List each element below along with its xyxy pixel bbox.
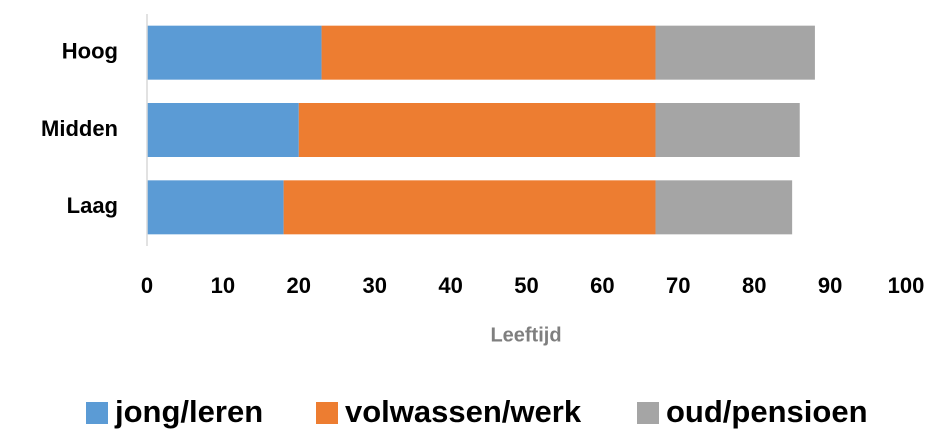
- x-tick-label: 30: [362, 273, 386, 298]
- x-tick-label: 60: [590, 273, 614, 298]
- y-tick-label: Hoog: [62, 38, 118, 63]
- x-tick-label: 50: [514, 273, 538, 298]
- x-tick-label: 90: [818, 273, 842, 298]
- bar-segment: [298, 103, 656, 157]
- bar-segment: [147, 103, 299, 157]
- x-tick-label: 80: [742, 273, 766, 298]
- x-tick-label: 20: [287, 273, 311, 298]
- x-tick-label: 10: [211, 273, 235, 298]
- legend-label: volwassen/werk: [345, 394, 582, 429]
- bar-segment: [147, 25, 322, 80]
- x-tick-label: 100: [888, 273, 925, 298]
- bar-segment: [321, 25, 656, 80]
- bar-segment: [655, 103, 800, 157]
- y-tick-label: Laag: [67, 193, 118, 218]
- x-tick-label: 70: [666, 273, 690, 298]
- bar-segment: [147, 180, 284, 235]
- bar-segment: [655, 25, 815, 80]
- bar-segment: [655, 180, 793, 235]
- x-tick-label: 40: [438, 273, 462, 298]
- legend-swatch: [316, 402, 338, 424]
- legend-label: oud/pensioen: [666, 394, 868, 429]
- legend-label: jong/leren: [114, 394, 263, 429]
- x-tick-label: 0: [141, 273, 153, 298]
- bar-segment: [283, 180, 656, 235]
- legend-swatch: [86, 402, 108, 424]
- legend-swatch: [637, 402, 659, 424]
- y-tick-label: Midden: [41, 116, 118, 141]
- x-axis-label: Leeftijd: [490, 324, 561, 346]
